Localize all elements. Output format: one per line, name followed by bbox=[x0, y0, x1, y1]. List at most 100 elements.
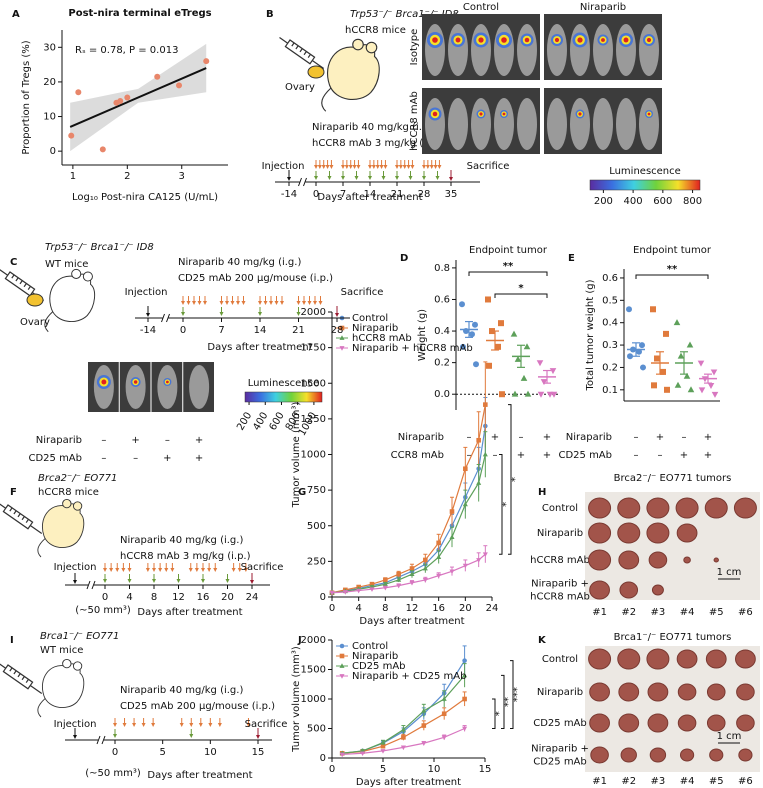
y-tick-label: 20 bbox=[43, 77, 56, 88]
organ-label: Ovary bbox=[285, 82, 315, 93]
marker bbox=[462, 696, 467, 702]
signal-core bbox=[524, 37, 530, 43]
drug-label: Niraparib 40 mg/kg (i.g.) bbox=[120, 535, 243, 546]
marker bbox=[540, 379, 548, 386]
y-tick-label: 1750 bbox=[301, 343, 326, 354]
tumor bbox=[617, 497, 641, 519]
marker bbox=[687, 386, 695, 393]
timeline-tick-label: 0 bbox=[102, 592, 108, 603]
significance-label: * bbox=[510, 477, 521, 482]
signal-core bbox=[478, 37, 484, 43]
timeline-break bbox=[162, 314, 169, 322]
colorbar bbox=[244, 391, 323, 403]
significance-bracket bbox=[494, 293, 548, 298]
marker bbox=[400, 745, 406, 751]
tumor bbox=[589, 713, 610, 733]
drug-arrow-head bbox=[296, 312, 301, 316]
sem-bar bbox=[680, 351, 688, 375]
drug-arrow-head bbox=[115, 568, 120, 572]
drug-arrow-head bbox=[103, 579, 107, 583]
timeline-tick-label: 0 bbox=[180, 325, 186, 336]
marker bbox=[369, 587, 375, 592]
significance-label: * bbox=[518, 283, 524, 294]
marker bbox=[524, 390, 532, 397]
marker bbox=[550, 391, 558, 398]
x-tick-label: 24 bbox=[486, 603, 499, 614]
signal-core bbox=[133, 380, 138, 384]
start-note: (~50 mm³) bbox=[75, 605, 131, 616]
panel-letter: H bbox=[538, 487, 546, 498]
injection-arrow-head bbox=[73, 735, 77, 739]
syringe-plunger bbox=[0, 662, 7, 669]
marker bbox=[339, 752, 345, 758]
point bbox=[75, 89, 82, 96]
drug-label: CD25 mAb 200 µg/mouse (i.p.) bbox=[178, 273, 333, 284]
row-label: Control bbox=[542, 654, 578, 665]
photo-title: Brca1⁻/⁻ EO771 tumors bbox=[614, 632, 732, 643]
drug-arrow-head bbox=[237, 568, 242, 572]
drug-arrow-head bbox=[219, 301, 224, 305]
syringe-plunger bbox=[0, 269, 9, 276]
panel-letter: F bbox=[10, 487, 17, 498]
drug-arrow-head bbox=[352, 165, 357, 169]
drug-label: Niraparib 40 mg/kg (i.g.) bbox=[178, 257, 301, 268]
column-label: #6 bbox=[738, 607, 753, 618]
treatment-sign: – bbox=[519, 432, 524, 443]
treatment-sign: + bbox=[131, 435, 139, 446]
drug-arrow-head bbox=[296, 301, 301, 305]
drug-arrow-head bbox=[379, 165, 384, 169]
drug-arrow-head bbox=[198, 723, 203, 727]
drug-label: Niraparib 40 mg/kg (i.g.) bbox=[312, 122, 435, 133]
timeline-label: Days after treatment bbox=[147, 770, 252, 781]
timeline-break-mark bbox=[303, 177, 307, 187]
photo-mouse bbox=[425, 24, 445, 76]
marker bbox=[483, 402, 488, 407]
treatment-sign: + bbox=[195, 435, 203, 446]
colorbar-tick-label: 200 bbox=[594, 196, 613, 207]
tumor bbox=[679, 748, 695, 762]
marker bbox=[498, 320, 504, 327]
colorbar-tick-label: 800 bbox=[683, 196, 702, 207]
marker bbox=[462, 672, 468, 678]
injection-arrow-head bbox=[146, 313, 150, 317]
colorbar-title: Luminescence bbox=[609, 166, 681, 177]
photo-mouse bbox=[494, 24, 514, 76]
photo bbox=[585, 646, 760, 772]
drug-arrow-head bbox=[201, 579, 205, 583]
marker bbox=[409, 580, 415, 586]
y-tick-label: 2000 bbox=[301, 635, 326, 646]
marker bbox=[423, 557, 428, 563]
marker bbox=[339, 653, 345, 659]
photo-mouse bbox=[616, 24, 636, 76]
point bbox=[203, 58, 210, 65]
mice-label: hCCR8 mice bbox=[345, 25, 406, 36]
marker bbox=[460, 343, 466, 350]
marker bbox=[510, 330, 518, 337]
legend-label: Niraparib + hCCR8 mAb bbox=[352, 343, 473, 354]
drug-arrow-head bbox=[113, 723, 117, 727]
syringe-scale bbox=[21, 676, 25, 681]
y-tick-label: 500 bbox=[307, 521, 326, 532]
drug-arrow-head bbox=[435, 176, 440, 180]
drug-arrow-head bbox=[243, 568, 248, 572]
strain-label: Trp53⁻/⁻ Brca1⁻/⁻ ID8 bbox=[45, 242, 154, 253]
sem-bar bbox=[491, 330, 499, 351]
tumor bbox=[619, 581, 639, 599]
marker bbox=[673, 319, 681, 326]
syringe-illustration bbox=[279, 37, 325, 70]
x-tick-label: 0 bbox=[329, 764, 335, 775]
tumor bbox=[733, 497, 757, 519]
treatment-label: Niraparib bbox=[398, 432, 444, 443]
marker bbox=[342, 590, 348, 595]
drug-arrow-head bbox=[375, 165, 380, 169]
drug-arrow-head bbox=[422, 165, 426, 169]
injection-label: Injection bbox=[262, 161, 305, 172]
drug-arrow-head bbox=[176, 579, 181, 583]
tumor bbox=[648, 551, 668, 569]
column-label: #2 bbox=[621, 776, 636, 787]
syringe-scale bbox=[303, 51, 307, 56]
signal-core bbox=[554, 37, 560, 43]
y-tick-label: 250 bbox=[307, 556, 326, 567]
y-tick-label: 0.6 bbox=[602, 273, 618, 284]
sem-bar bbox=[543, 369, 551, 384]
